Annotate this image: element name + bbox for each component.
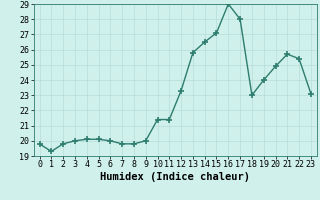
- X-axis label: Humidex (Indice chaleur): Humidex (Indice chaleur): [100, 172, 250, 182]
